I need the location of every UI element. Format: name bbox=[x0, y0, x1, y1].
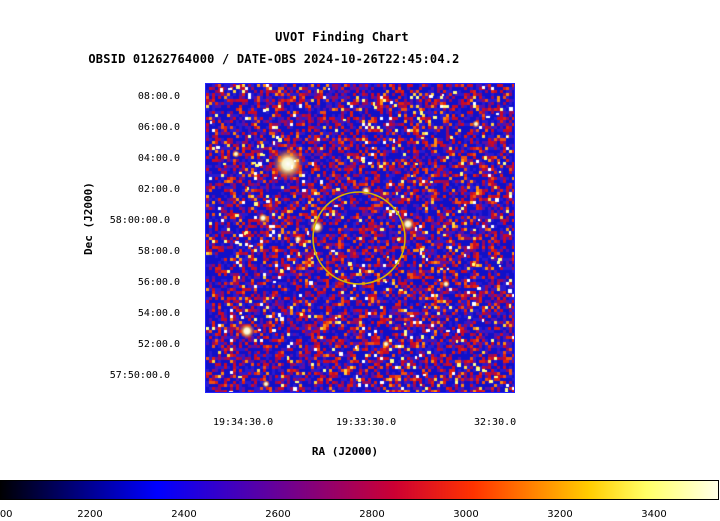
dec-tick-label: 04:00.0 bbox=[137, 153, 180, 164]
dec-tick-label: 57:50:00.0 bbox=[109, 370, 170, 381]
ra-tick-label: 32:30.0 bbox=[474, 417, 517, 428]
dec-tick-label: 58:00.0 bbox=[137, 246, 180, 257]
x-axis-label: RA (J2000) bbox=[311, 445, 379, 458]
dec-tick-label: 02:00.0 bbox=[137, 184, 180, 195]
dec-tick-label: 56:00.0 bbox=[137, 277, 180, 288]
source-overlay bbox=[312, 191, 406, 285]
ra-tick-label: 19:33:30.0 bbox=[336, 417, 397, 428]
dec-tick-label: 52:00.0 bbox=[137, 339, 180, 350]
dec-tick-label: 08:00.0 bbox=[137, 91, 180, 102]
dec-tick-label: 06:00.0 bbox=[137, 122, 180, 133]
colorbar-tick-label: 3400 bbox=[641, 509, 667, 520]
sky-image-canvas bbox=[206, 84, 514, 392]
colorbar-tick-label: 2800 bbox=[359, 509, 385, 520]
colorbar-tick-label: 2400 bbox=[171, 509, 197, 520]
colorbar-tick-label: 200 bbox=[0, 509, 13, 520]
chart-subtitle: OBSID 01262764000 / DATE-OBS 2024-10-26T… bbox=[88, 52, 460, 66]
colorbar-tick-label: 3000 bbox=[453, 509, 479, 520]
colorbar-tick-label: 2200 bbox=[77, 509, 103, 520]
chart-title: UVOT Finding Chart bbox=[275, 30, 409, 44]
dec-tick-label: 54:00.0 bbox=[137, 308, 180, 319]
colorbar-tick-label: 3200 bbox=[547, 509, 573, 520]
colorbar-tick-label: 2600 bbox=[265, 509, 291, 520]
source-region-circle bbox=[312, 191, 406, 285]
sky-image[interactable] bbox=[205, 83, 515, 393]
y-axis-label: Dec (J2000) bbox=[82, 182, 95, 255]
dec-tick-label: 58:00:00.0 bbox=[109, 215, 170, 226]
ra-tick-label: 19:34:30.0 bbox=[213, 417, 274, 428]
colorbar bbox=[0, 480, 719, 500]
